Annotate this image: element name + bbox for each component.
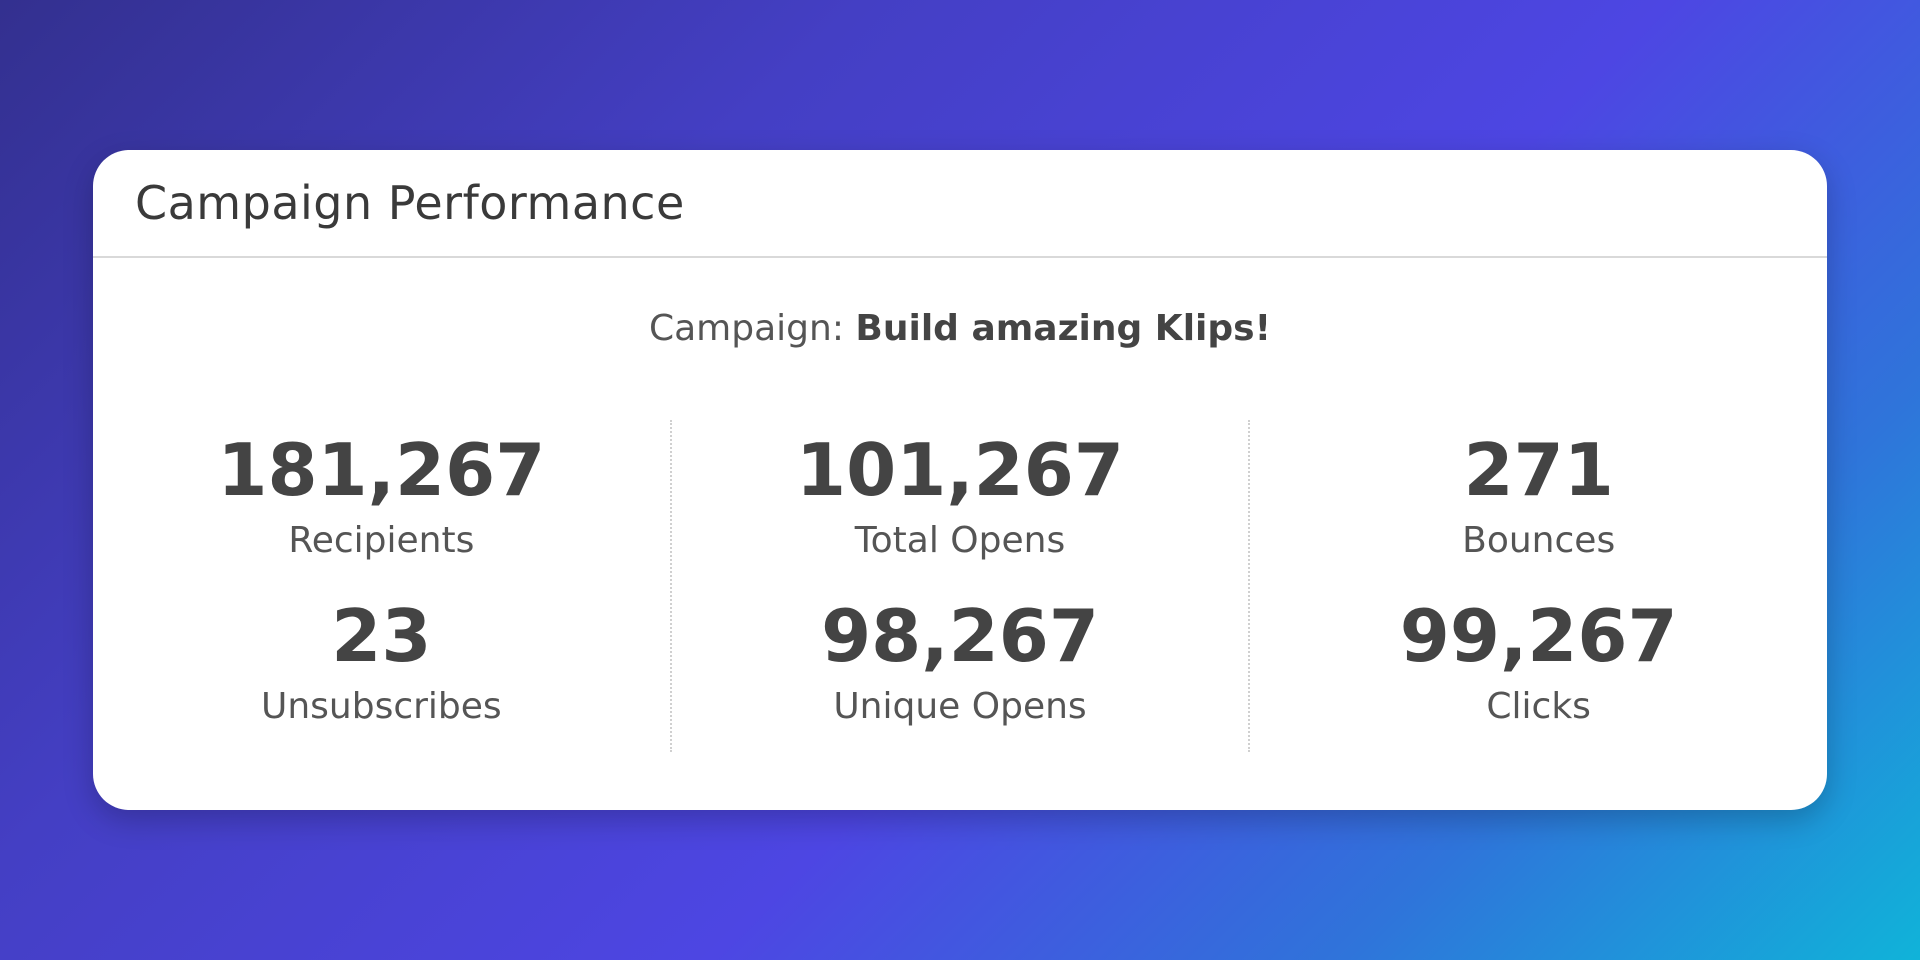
stat-recipients: 181,267 Recipients [217, 420, 545, 586]
stat-clicks: 99,267 Clicks [1400, 586, 1678, 752]
stat-unsubscribes: 23 Unsubscribes [261, 586, 502, 752]
stats-column-left: 181,267 Recipients 23 Unsubscribes [93, 420, 670, 752]
stat-label: Clicks [1486, 686, 1591, 727]
stats-column-middle: 101,267 Total Opens 98,267 Unique Opens [669, 420, 1249, 752]
stat-bounces: 271 Bounces [1462, 420, 1615, 586]
campaign-name: Build amazing Klips! [855, 308, 1271, 349]
stat-total-opens: 101,267 Total Opens [796, 420, 1124, 586]
stats-column-right: 271 Bounces 99,267 Clicks [1248, 420, 1827, 752]
stat-label: Recipients [288, 520, 475, 561]
stat-label: Total Opens [854, 520, 1066, 561]
stat-label: Unique Opens [833, 686, 1087, 727]
campaign-prefix: Campaign: [648, 308, 844, 349]
card-header: Campaign Performance [93, 150, 1827, 258]
campaign-performance-card: Campaign Performance Campaign: Build ama… [93, 150, 1827, 810]
stat-value: 98,267 [821, 594, 1099, 678]
stat-value: 181,267 [217, 428, 546, 512]
stat-value: 101,267 [796, 428, 1124, 512]
stat-value: 23 [331, 594, 432, 678]
stat-value: 271 [1463, 428, 1614, 512]
stat-value: 99,267 [1399, 594, 1678, 678]
card-title: Campaign Performance [135, 176, 685, 230]
stat-unique-opens: 98,267 Unique Opens [821, 586, 1099, 752]
stat-label: Unsubscribes [260, 686, 502, 727]
stat-label: Bounces [1462, 520, 1616, 561]
campaign-line: Campaign: Build amazing Klips! [93, 308, 1827, 349]
stats-grid: 181,267 Recipients 23 Unsubscribes 101,2… [93, 420, 1827, 752]
